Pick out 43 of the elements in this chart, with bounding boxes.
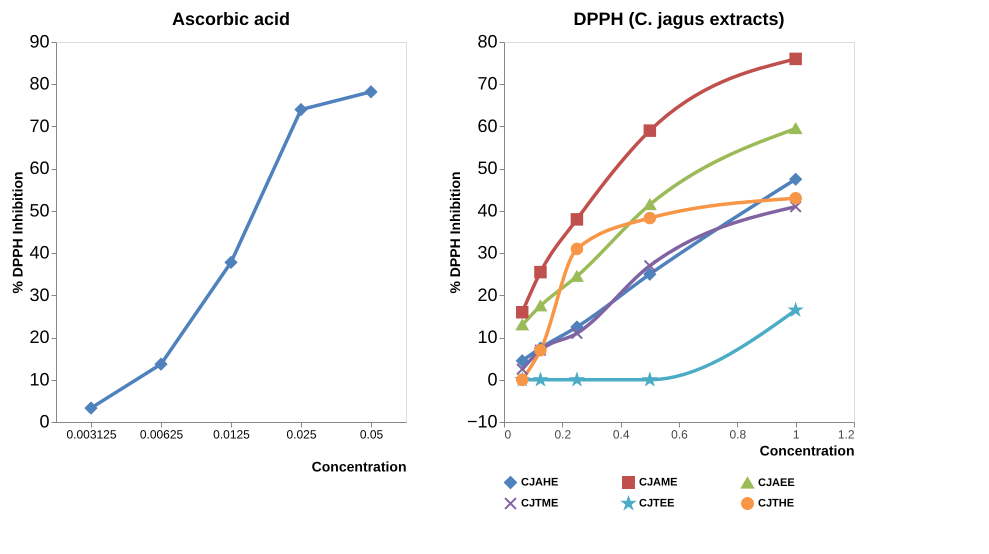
y-tick-label: 10 <box>29 369 50 390</box>
y-tick-label: 30 <box>29 284 50 305</box>
y-tick-label: 80 <box>29 74 50 94</box>
legend-label: CJAHE <box>521 476 558 489</box>
legend-label: CJAME <box>639 476 678 489</box>
x-tick-label: 0.025 <box>286 428 317 442</box>
y-axis-title: % DPPH Inhibition <box>446 171 463 294</box>
y-tick-label: 40 <box>477 200 498 220</box>
x-tick-label: 0.4 <box>612 428 630 442</box>
x-tick-label: 0.05 <box>360 428 384 442</box>
legend-label: CJTEE <box>639 498 674 510</box>
chart-title: Ascorbic acid <box>172 9 290 29</box>
y-tick-label: 70 <box>477 74 498 94</box>
y-tick-label: −10 <box>466 412 498 432</box>
x-axis-title: Concentration <box>760 442 854 458</box>
y-tick-label: 20 <box>29 327 50 348</box>
y-tick-label: 10 <box>477 327 498 348</box>
y-tick-label: 90 <box>29 32 50 52</box>
y-axis-title: % DPPH Inhibition <box>9 171 26 294</box>
x-tick-label: 0.8 <box>729 428 746 442</box>
x-tick-label: 0.00625 <box>140 428 184 442</box>
x-tick-label: 0.003125 <box>66 428 117 442</box>
x-tick-label: 1 <box>792 428 800 442</box>
legend-label: CJAEE <box>758 476 795 489</box>
legend-label: CJTHE <box>758 498 794 510</box>
y-tick-label: 80 <box>477 32 498 52</box>
y-tick-label: 40 <box>29 242 50 263</box>
legend-label: CJTME <box>521 498 558 510</box>
y-tick-label: 0 <box>487 369 498 390</box>
y-tick-label: 70 <box>29 116 50 136</box>
x-tick-label: 0.0125 <box>213 428 250 442</box>
x-tick-label: 0 <box>504 428 512 442</box>
y-tick-label: 20 <box>477 284 498 305</box>
y-tick-label: 60 <box>477 116 498 136</box>
y-tick-label: 50 <box>477 158 498 178</box>
y-tick-label: 60 <box>29 158 50 178</box>
x-tick-label: 0.6 <box>671 428 688 442</box>
y-tick-label: 30 <box>477 242 498 263</box>
chart-title: DPPH (C. jagus extracts) <box>573 9 785 29</box>
x-axis-title: Concentration <box>312 458 406 474</box>
x-tick-label: 1.2 <box>838 428 855 442</box>
y-tick-label: 50 <box>29 200 50 220</box>
x-tick-label: 0.2 <box>554 428 572 442</box>
